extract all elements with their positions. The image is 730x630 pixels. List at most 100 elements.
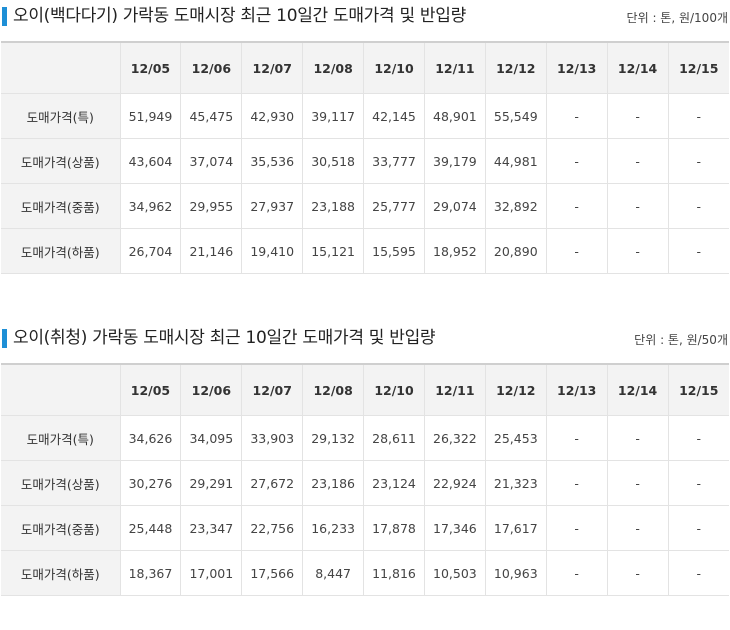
date-header: 12/14 [607,41,669,94]
price-cell: - [668,460,729,506]
section-header: 오이(백다다기) 가락동 도매시장 최근 10일간 도매가격 및 반입량 단위 … [0,0,730,38]
price-cell: - [607,138,669,184]
price-cell: 26,704 [120,228,182,274]
price-cell: 32,892 [485,183,547,229]
price-cell: 21,146 [180,228,243,274]
price-cell: - [607,228,669,274]
price-cell: 48,901 [424,93,486,139]
row-label: 도매가격(특) [1,415,121,461]
price-cell: - [668,138,729,184]
date-header: 12/11 [424,363,486,416]
price-cell: 39,179 [424,138,486,184]
table-row: 도매가격(상품) 43,604 37,074 35,536 30,518 33,… [1,138,729,184]
row-label: 도매가격(하품) [1,228,121,274]
date-header: 12/08 [302,363,365,416]
price-cell: - [668,93,729,139]
price-cell: 25,453 [485,415,547,461]
price-cell: - [607,505,669,551]
price-cell: - [668,550,729,596]
price-cell: - [668,505,729,551]
title-accent-bar [2,7,7,26]
price-cell: 10,503 [424,550,486,596]
date-header: 12/12 [485,363,547,416]
price-cell: - [546,93,608,139]
price-cell: 17,346 [424,505,486,551]
price-cell: 45,475 [180,93,243,139]
price-cell: 18,367 [120,550,182,596]
date-header: 12/15 [668,363,729,416]
price-cell: 34,095 [180,415,243,461]
header-corner-cell [1,363,121,416]
price-cell: 43,604 [120,138,182,184]
price-cell: 8,447 [302,550,365,596]
date-header: 12/05 [120,41,182,94]
price-cell: 27,672 [241,460,304,506]
date-header: 12/11 [424,41,486,94]
section-header: 오이(취청) 가락동 도매시장 최근 10일간 도매가격 및 반입량 단위 : … [0,322,730,360]
date-header: 12/10 [363,363,425,416]
date-header: 12/10 [363,41,425,94]
price-cell: - [607,415,669,461]
date-header: 12/12 [485,41,547,94]
price-cell: 19,410 [241,228,304,274]
price-cell: - [546,183,608,229]
date-header: 12/06 [180,41,243,94]
price-cell: 25,777 [363,183,425,229]
table-row: 도매가격(중품) 34,962 29,955 27,937 23,188 25,… [1,183,729,229]
date-header: 12/06 [180,363,243,416]
price-cell: 33,777 [363,138,425,184]
price-cell: - [546,415,608,461]
price-cell: 23,347 [180,505,243,551]
price-cell: 23,188 [302,183,365,229]
price-cell: 30,276 [120,460,182,506]
table-row: 도매가격(특) 34,626 34,095 33,903 29,132 28,6… [1,415,729,461]
table-row: 도매가격(상품) 30,276 29,291 27,672 23,186 23,… [1,460,729,506]
table-header-row: 12/05 12/06 12/07 12/08 12/10 12/11 12/1… [1,363,729,416]
price-cell: 37,074 [180,138,243,184]
price-cell: 42,930 [241,93,304,139]
price-cell: 55,549 [485,93,547,139]
header-corner-cell [1,41,121,94]
price-cell: - [607,183,669,229]
table-row: 도매가격(하품) 18,367 17,001 17,566 8,447 11,8… [1,550,729,596]
price-cell: 17,617 [485,505,547,551]
date-header: 12/14 [607,363,669,416]
price-cell: 26,322 [424,415,486,461]
price-cell: 30,518 [302,138,365,184]
price-cell: 29,955 [180,183,243,229]
price-cell: 34,626 [120,415,182,461]
row-label: 도매가격(중품) [1,505,121,551]
price-cell: 23,124 [363,460,425,506]
price-cell: 15,121 [302,228,365,274]
price-cell: 22,756 [241,505,304,551]
price-cell: - [546,460,608,506]
price-cell: - [546,228,608,274]
price-table: 12/05 12/06 12/07 12/08 12/10 12/11 12/1… [1,363,729,596]
row-label: 도매가격(하품) [1,550,121,596]
price-cell: - [546,505,608,551]
price-cell: 29,132 [302,415,365,461]
price-cell: - [607,93,669,139]
table-row: 도매가격(특) 51,949 45,475 42,930 39,117 42,1… [1,93,729,139]
row-label: 도매가격(상품) [1,138,121,184]
date-header: 12/13 [546,363,608,416]
row-label: 도매가격(상품) [1,460,121,506]
price-cell: 28,611 [363,415,425,461]
price-cell: 29,074 [424,183,486,229]
title-accent-bar [2,329,7,348]
price-cell: 16,233 [302,505,365,551]
section-chwicheong: 오이(취청) 가락동 도매시장 최근 10일간 도매가격 및 반입량 단위 : … [0,322,730,596]
price-cell: - [668,415,729,461]
price-cell: - [607,550,669,596]
date-header: 12/15 [668,41,729,94]
price-cell: 17,001 [180,550,243,596]
price-cell: 21,323 [485,460,547,506]
price-cell: 44,981 [485,138,547,184]
table-row: 도매가격(중품) 25,448 23,347 22,756 16,233 17,… [1,505,729,551]
table-header-row: 12/05 12/06 12/07 12/08 12/10 12/11 12/1… [1,41,729,94]
date-header: 12/07 [241,41,304,94]
price-cell: 33,903 [241,415,304,461]
price-table: 12/05 12/06 12/07 12/08 12/10 12/11 12/1… [1,41,729,274]
section-title: 오이(취청) 가락동 도매시장 최근 10일간 도매가격 및 반입량 [13,328,436,348]
price-cell: 20,890 [485,228,547,274]
